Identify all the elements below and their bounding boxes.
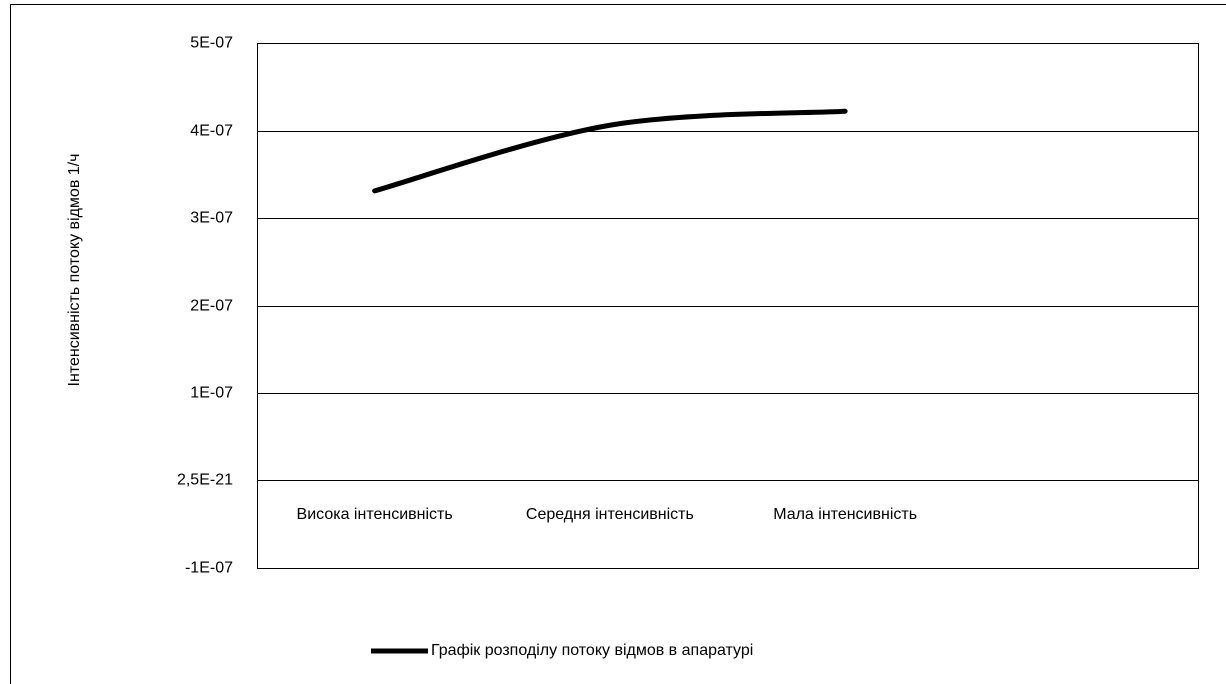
x-tick-label: Середня інтенсивність xyxy=(526,506,694,523)
legend-label: Графік розподілу потоку відмов в апарату… xyxy=(431,642,753,659)
x-tick-label: Мала інтенсивність xyxy=(773,506,917,523)
x-tick-label: Висока інтенсивність xyxy=(297,506,453,523)
data-line xyxy=(372,108,848,194)
y-tick-label: -1E-07 xyxy=(185,560,233,577)
y-axis-label: Інтенсивність потоку відмов 1/ч xyxy=(66,154,83,387)
y-tick-label: 3E-07 xyxy=(190,210,233,227)
chart-border xyxy=(10,4,1226,684)
y-tick-label: 4E-07 xyxy=(190,123,233,140)
y-tick-label: 5E-07 xyxy=(190,35,233,52)
y-tick-label: 2,5E-21 xyxy=(177,472,233,489)
y-tick-label: 2E-07 xyxy=(190,298,233,315)
y-tick-label: 1E-07 xyxy=(190,385,233,402)
